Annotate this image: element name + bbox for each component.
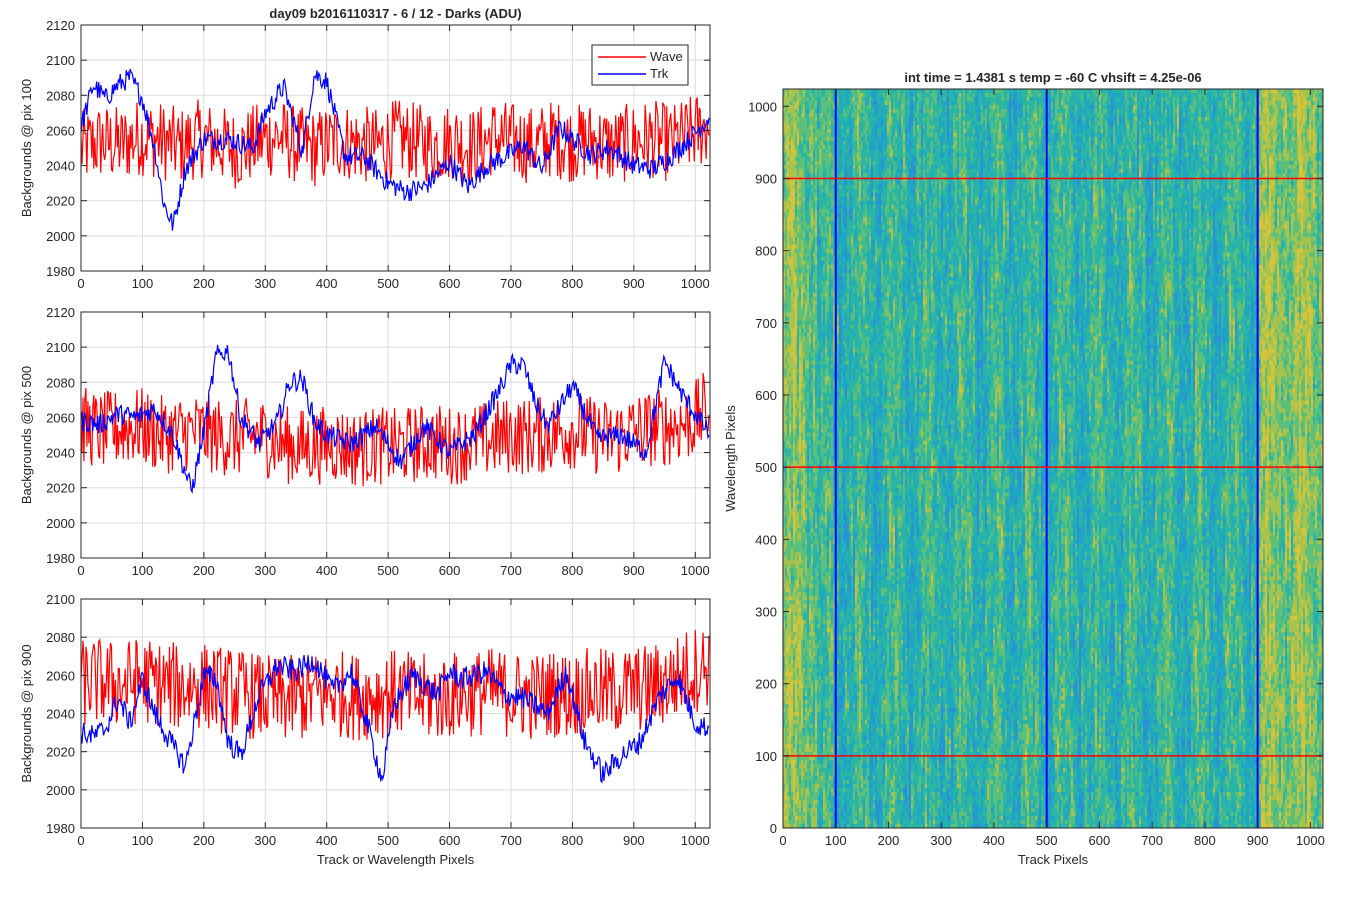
x-tick-label: 800 bbox=[562, 276, 584, 291]
y-tick-label: 2100 bbox=[46, 592, 75, 607]
y-tick-label: 2080 bbox=[46, 88, 75, 103]
y-tick-label: 1980 bbox=[46, 551, 75, 566]
y-tick-label: 2020 bbox=[46, 481, 75, 496]
chart-title: day09 b2016110317 - 6 / 12 - Darks (ADU) bbox=[269, 6, 521, 21]
x-tick-label: 100 bbox=[132, 563, 154, 578]
y-tick-label: 2060 bbox=[46, 123, 75, 138]
y-tick-label: 2120 bbox=[46, 305, 75, 320]
x-tick-label: 1000 bbox=[681, 833, 710, 848]
x-tick-label: 400 bbox=[316, 563, 338, 578]
x-tick-label: 300 bbox=[254, 833, 276, 848]
chart-2: 0 100 200 300 400 500 600 700 800 900 1000 1980 2000… bbox=[19, 305, 710, 578]
x-tick-label: 700 bbox=[500, 833, 522, 848]
x-tick-label: 400 bbox=[316, 833, 338, 848]
y-axis-label: Backgrounds @ pix 500 bbox=[19, 366, 34, 504]
y-tick-label: 2040 bbox=[46, 159, 75, 174]
x-tick-label: 0 bbox=[77, 833, 84, 848]
y-axis-label: Backgrounds @ pix 900 bbox=[19, 644, 34, 782]
y-tick-label: 2060 bbox=[46, 410, 75, 425]
y-tick-label: 2000 bbox=[46, 783, 75, 798]
chart-3: 0 100 200 300 400 500 600 700 800 900 1000 1980 2000… bbox=[19, 592, 710, 867]
y-tick-label: 2100 bbox=[46, 340, 75, 355]
x-tick-label: 500 bbox=[377, 276, 399, 291]
y-tick-label: 2040 bbox=[46, 446, 75, 461]
x-axis-label: Track or Wavelength Pixels bbox=[317, 852, 475, 867]
x-tick-label: 900 bbox=[623, 276, 645, 291]
y-tick-label: 2020 bbox=[46, 745, 75, 760]
y-axis-label: Backgrounds @ pix 100 bbox=[19, 79, 34, 217]
chart-4: 0 100 200 300 400 500 600 700 800 900 100001002003… bbox=[723, 70, 1325, 867]
y-tick-label: 2100 bbox=[46, 53, 75, 68]
y-tick-label: 2060 bbox=[46, 668, 75, 683]
x-tick-label: 1000 bbox=[681, 563, 710, 578]
y-tick-label: 2000 bbox=[46, 229, 75, 244]
x-tick-label: 800 bbox=[562, 563, 584, 578]
x-tick-label: 300 bbox=[254, 563, 276, 578]
x-tick-label: 600 bbox=[439, 563, 461, 578]
chart-1: Wave Trk 0 100 200 300 400 500 600 700 800 900 1000 1… bbox=[19, 6, 710, 291]
x-tick-label: 0 bbox=[77, 563, 84, 578]
legend-label-trk: Trk bbox=[650, 66, 669, 81]
x-tick-label: 800 bbox=[562, 833, 584, 848]
y-tick-label: 2040 bbox=[46, 707, 75, 722]
x-tick-label: 100 bbox=[132, 833, 154, 848]
x-tick-label: 700 bbox=[500, 276, 522, 291]
x-tick-label: 400 bbox=[316, 276, 338, 291]
x-tick-label: 300 bbox=[254, 276, 276, 291]
heatmap-image bbox=[783, 89, 1323, 828]
x-tick-label: 900 bbox=[623, 563, 645, 578]
y-tick-label: 1980 bbox=[46, 264, 75, 279]
x-tick-label: 0 bbox=[77, 276, 84, 291]
x-tick-label: 600 bbox=[439, 833, 461, 848]
x-tick-label: 1000 bbox=[681, 276, 710, 291]
y-tick-label: 2120 bbox=[46, 18, 75, 33]
x-tick-label: 500 bbox=[377, 563, 399, 578]
x-tick-label: 500 bbox=[377, 833, 399, 848]
x-tick-label: 200 bbox=[193, 276, 215, 291]
x-tick-label: 200 bbox=[193, 563, 215, 578]
y-tick-label: 2020 bbox=[46, 194, 75, 209]
y-tick-label: 2000 bbox=[46, 516, 75, 531]
legend-label-wave: Wave bbox=[650, 49, 683, 64]
y-tick-label: 2080 bbox=[46, 375, 75, 390]
x-tick-label: 100 bbox=[132, 276, 154, 291]
y-tick-label: 1980 bbox=[46, 821, 75, 836]
x-tick-label: 700 bbox=[500, 563, 522, 578]
x-tick-label: 900 bbox=[623, 833, 645, 848]
x-tick-label: 200 bbox=[193, 833, 215, 848]
x-tick-label: 600 bbox=[439, 276, 461, 291]
y-tick-label: 2080 bbox=[46, 630, 75, 645]
